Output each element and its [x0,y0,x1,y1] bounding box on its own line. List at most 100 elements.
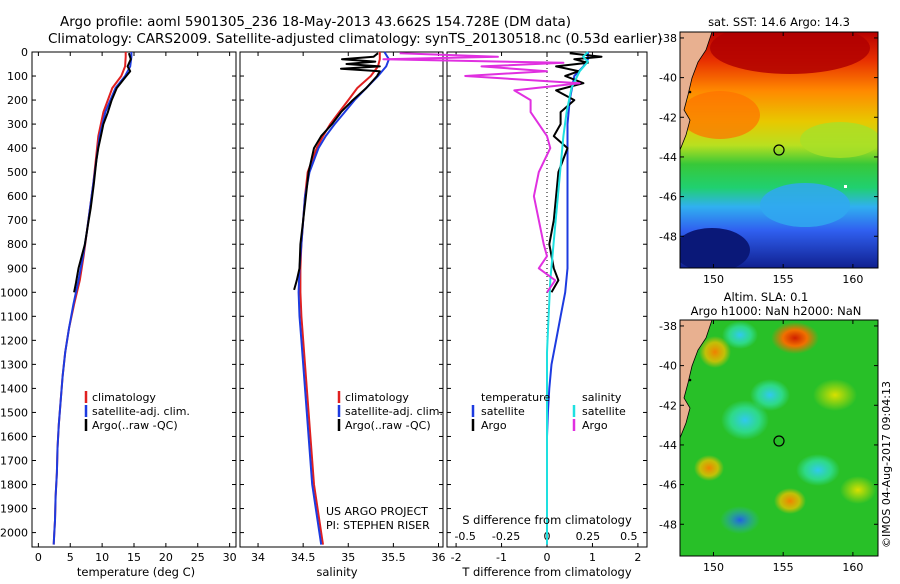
land-tasmania [680,32,713,151]
series-line-t-argo [548,52,603,293]
legend-satellite-label: satellite-adj. clim. [345,405,443,418]
map-x-tick-label: 160 [842,561,863,574]
y-tick-label: 1900 [0,503,28,516]
legend-salinity-title: salinity [582,391,622,404]
sst-cool-patch [760,183,850,227]
legend-s-argo-label: Argo [582,419,608,432]
x-tick-label: 30 [223,551,237,564]
figure-title-line2: Climatology: CARS2009. Satellite-adjuste… [48,31,662,47]
figure-title-line1: Argo profile: aoml 5901305_236 18-May-20… [60,14,571,30]
map-y-tick-label: -38 [659,320,677,333]
map-y-tick-label: -40 [659,360,677,373]
y-tick-label: 1200 [0,334,28,347]
difference-legend: temperature satellite Argo salinity sate… [471,391,626,432]
sla-map-title2: Argo h1000: NaN h2000: NaN [691,304,862,318]
map-y-tick-label: -48 [659,518,677,531]
legend-climatology-label: climatology [345,391,409,404]
legend-satellite-label: satellite-adj. clim. [92,405,190,418]
sla-low-3 [722,321,758,349]
legend-s-satellite-label: satellite [582,405,626,418]
x-tick-label: -1 [496,551,507,564]
sla-map: Altim. SLA: 0.1 Argo h1000: NaN h2000: N… [659,290,879,574]
imos-watermark: ©IMOS 04-Aug-2017 09:04:13 [880,381,893,548]
map-y-tick-label: -42 [659,399,677,412]
island-dot [688,90,692,94]
x-tick-label: 5 [67,551,74,564]
sla-map-axes: 150 155 160 -38 -40 -42 -44 -46 -48 [659,320,878,574]
sst-map-axes: 150 155 160 -38 -40 -42 -44 -46 -48 [659,32,878,286]
x-tick-label: 36 [431,551,445,564]
x-tick-label: 2 [634,551,641,564]
sla-low-5 [720,506,760,534]
salinity-legend: climatology satellite-adj. clim. Argo(..… [326,391,443,532]
x-tick-label: 20 [159,551,173,564]
y-tick-label: 900 [7,262,28,275]
y-tick-label: 1400 [0,382,28,395]
temperature-legend: climatology satellite-adj. clim. Argo(..… [84,391,190,432]
legend-climatology-label: climatology [92,391,156,404]
legend-t-satellite-label: satellite [481,405,525,418]
salinity-xlabel: salinity [316,565,357,579]
y-tick-label: 400 [7,142,28,155]
difference-xlabel: T difference from climatology [461,565,632,579]
sla-argo-position [773,435,785,447]
legend-temperature-title: temperature [481,391,550,404]
x-tick-label: 15 [127,551,141,564]
y-tick-label: 1800 [0,479,28,492]
sla-low-4 [796,454,840,486]
sla-mid-1 [813,379,857,411]
s-tick-label: 0.5 [620,530,638,543]
bad-data-pixel [844,185,847,188]
x-tick-label: 35.5 [381,551,406,564]
sla-high-2 [699,336,731,368]
map-x-tick-label: 150 [703,561,724,574]
sst-warm-core [710,32,870,74]
salinity-panel: 34 34.5 35 35.5 36 [239,51,445,564]
x-tick-label: 35 [341,551,355,564]
y-tick-label: 200 [7,94,28,107]
temperature-xlabel: temperature (deg C) [77,565,195,579]
y-tick-label: 1100 [0,310,28,323]
series-line-satellite-adj-clim- [52,52,133,545]
s-tick-label: -0.5 [454,530,475,543]
y-tick-label: 1000 [0,286,28,299]
map-y-tick-label: -42 [659,111,677,124]
plot-frame [31,51,237,548]
sla-map-frame [679,319,879,557]
y-tick-label: 0 [21,46,28,59]
legend-argo-label: Argo(..raw -QC) [345,419,431,432]
y-tick-label: 800 [7,238,28,251]
y-tick-label: 2000 [0,527,28,540]
s-tick-label: 0.25 [576,530,601,543]
y-tick-label: 500 [7,166,28,179]
map-x-tick-label: 155 [773,561,794,574]
sst-argo-position [773,144,785,156]
series-line-s-argo [382,52,581,293]
legend-argo-label: Argo(..raw -QC) [92,419,178,432]
y-tick-label: 600 [7,190,28,203]
temperature-panel: 0100200300400500600700800900100011001200… [0,46,237,564]
y-tick-label: 1600 [0,430,28,443]
y-tick-label: 100 [7,70,28,83]
series-line-s-satellite [546,51,589,545]
sst-mid-patch [800,122,878,158]
x-tick-label: -2 [451,551,462,564]
sla-mid-2 [840,476,876,504]
map-x-tick-label: 160 [842,273,863,286]
sst-cold-core [680,228,750,268]
y-tick-label: 700 [7,214,28,227]
y-tick-label: 1700 [0,454,28,467]
sst-map-title: sat. SST: 14.6 Argo: 14.3 [708,15,850,29]
x-tick-label: 0 [35,551,42,564]
x-tick-label: 34.5 [291,551,316,564]
x-tick-label: 0 [544,551,551,564]
sla-high-3 [694,455,724,481]
sla-low-1 [750,379,790,411]
island-dot [688,378,692,382]
sst-warm-patch [680,91,760,139]
sla-map-title1: Altim. SLA: 0.1 [724,290,809,304]
y-tick-label: 1300 [0,358,28,371]
series-line-argo-raw-qc- [293,52,381,291]
sst-map: sat. SST: 14.6 Argo: 14.3 150 155 160 -38 -4… [659,15,879,286]
